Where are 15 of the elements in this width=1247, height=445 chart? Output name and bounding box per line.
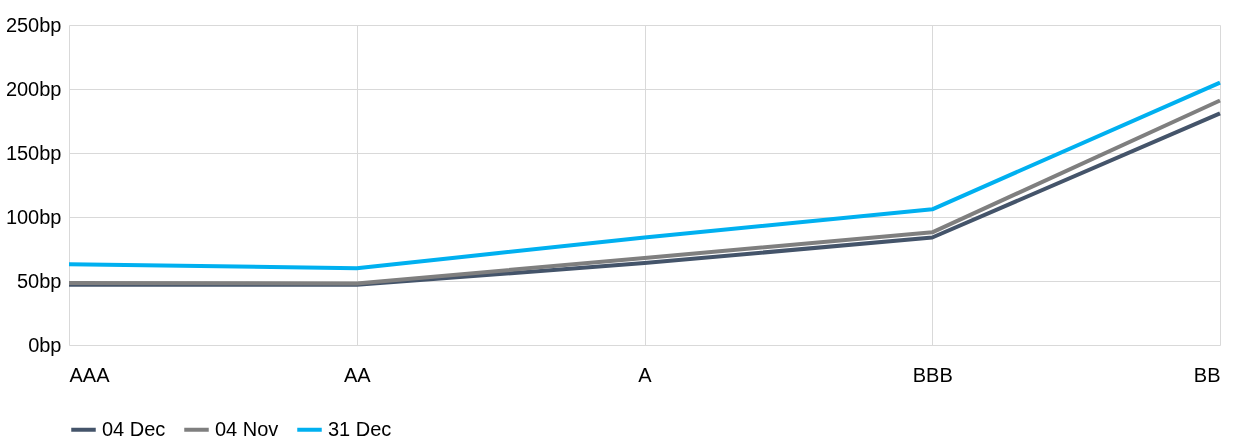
x-tick-label: BBB — [912, 363, 953, 386]
legend-label: 04 Nov — [215, 417, 279, 440]
y-tick-label: 250bp — [5, 13, 62, 36]
x-tick-label: A — [638, 363, 653, 386]
y-tick-label: 100bp — [5, 205, 62, 228]
x-tick-label: BB — [1193, 363, 1221, 386]
legend-label: 31 Dec — [328, 417, 392, 440]
y-tick-label: 150bp — [5, 141, 62, 164]
x-tick-label: AAA — [69, 363, 111, 386]
legend-label: 04 Dec — [102, 417, 166, 440]
y-tick-label: 50bp — [17, 269, 62, 292]
x-tick-label: AA — [343, 363, 372, 386]
y-tick-label: 200bp — [5, 77, 62, 100]
line-series — [67, 80, 1222, 271]
y-tick-label: 0bp — [28, 333, 62, 356]
